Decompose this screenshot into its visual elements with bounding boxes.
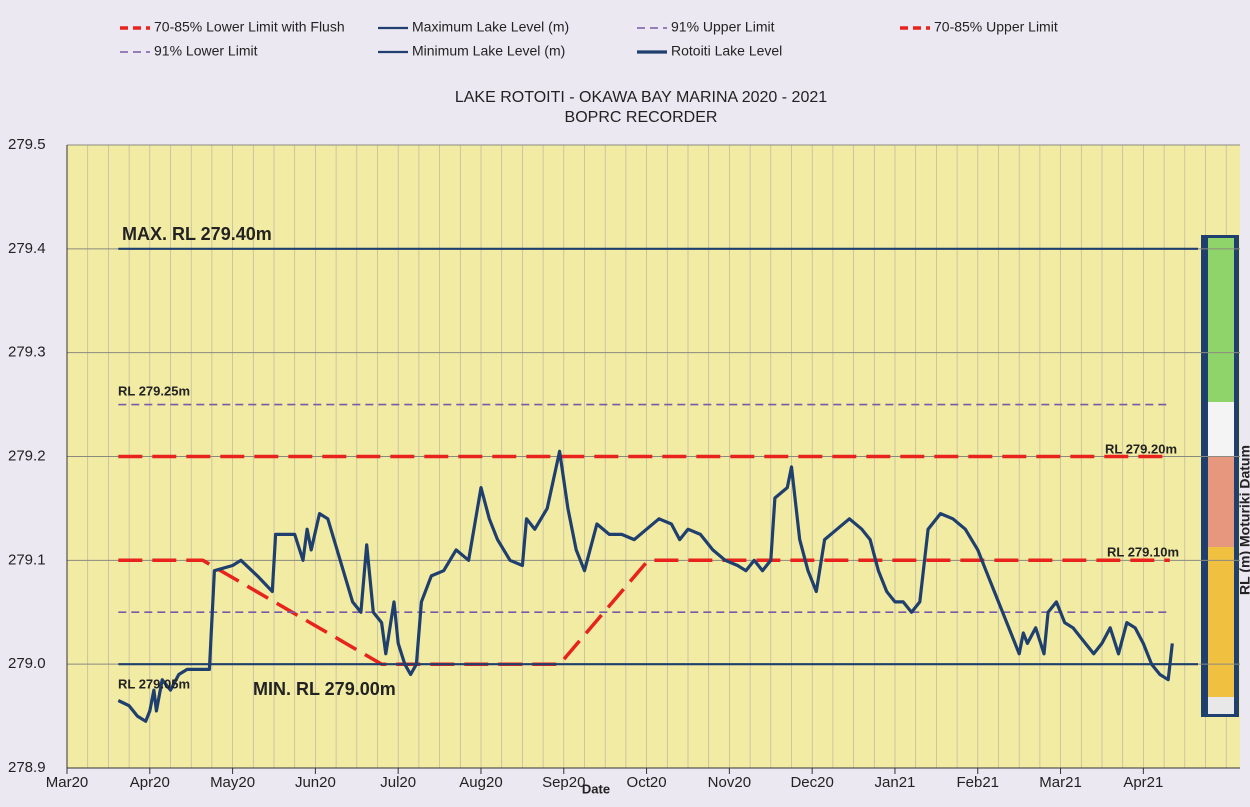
x-tick-label: Jul20: [380, 774, 416, 791]
x-tick-label: Aug20: [459, 774, 502, 791]
y-tick-label: 279.2: [8, 447, 46, 464]
legend-label: 91% Lower Limit: [154, 43, 258, 59]
annotation: RL 279.25m: [118, 383, 190, 398]
gauge-green: [1208, 238, 1234, 402]
x-tick-label: Jun20: [295, 774, 336, 791]
x-tick-label: Sep20: [542, 774, 585, 791]
legend-label: Minimum Lake Level (m): [412, 43, 565, 59]
x-tick-label: May20: [210, 774, 255, 791]
legend-label: 91% Upper Limit: [671, 19, 775, 35]
right-axis-label: RL (m) Moturiki Datum: [1237, 445, 1250, 595]
annotation: RL 279.20m: [1105, 441, 1177, 456]
legend-label: Maximum Lake Level (m): [412, 19, 569, 35]
annotation: RL 279.10m: [1107, 544, 1179, 559]
y-tick-label: 279.1: [8, 551, 46, 568]
annotation: MAX. RL 279.40m: [122, 224, 272, 244]
legend-label: Rotoiti Lake Level: [671, 43, 782, 59]
x-tick-label: Oct20: [627, 774, 667, 791]
x-axis-label: Date: [582, 781, 610, 796]
chart-title: LAKE ROTOITI - OKAWA BAY MARINA 2020 - 2…: [455, 89, 827, 106]
annotation: RL 279.05m: [118, 676, 190, 691]
y-tick-label: 278.9: [8, 759, 46, 776]
y-tick-label: 279.0: [8, 655, 46, 672]
chart-subtitle: BOPRC RECORDER: [565, 109, 718, 126]
gauge-yellow: [1208, 547, 1234, 697]
gauge-salmon: [1208, 457, 1234, 547]
page: LAKE ROTOITI - OKAWA BAY MARINA 2020 - 2…: [0, 0, 1250, 807]
gauge-white: [1208, 402, 1234, 457]
x-tick-label: Dec20: [790, 774, 833, 791]
x-tick-label: Apr21: [1123, 774, 1163, 791]
legend-label: 70-85% Lower Limit with Flush: [154, 19, 345, 35]
x-tick-label: Mar20: [46, 774, 89, 791]
legend-label: 70-85% Upper Limit: [934, 19, 1058, 35]
y-tick-label: 279.3: [8, 344, 46, 361]
x-tick-label: Apr20: [130, 774, 170, 791]
annotation: MIN. RL 279.00m: [253, 679, 396, 699]
x-tick-label: Feb21: [956, 774, 999, 791]
x-tick-label: Jan21: [875, 774, 916, 791]
x-tick-label: Nov20: [708, 774, 751, 791]
chart: LAKE ROTOITI - OKAWA BAY MARINA 2020 - 2…: [0, 0, 1250, 807]
y-tick-label: 279.4: [8, 240, 46, 257]
y-tick-label: 279.5: [8, 136, 46, 153]
x-tick-label: Mar21: [1039, 774, 1082, 791]
gauge-image: [1201, 235, 1239, 717]
gauge-base: [1208, 697, 1234, 714]
